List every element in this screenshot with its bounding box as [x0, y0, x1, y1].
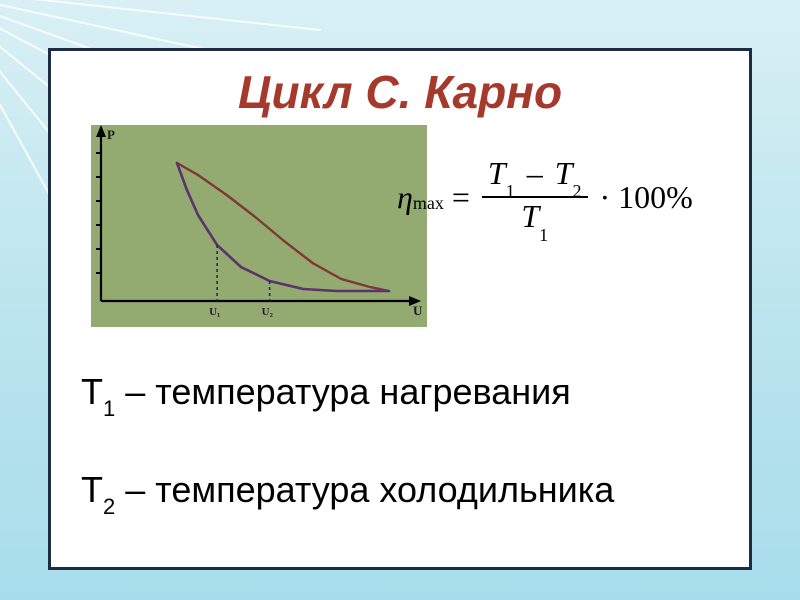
numerator: T1 – T2: [482, 155, 588, 196]
multiply-dot: ·: [592, 179, 615, 216]
svg-text:P: P: [107, 127, 115, 142]
eta-subscript: max: [413, 193, 444, 214]
slide-title: Цикл С. Карно: [51, 65, 749, 119]
percent: 100%: [618, 179, 693, 216]
svg-text:U₁: U₁: [209, 306, 220, 318]
fraction: T1 – T2 T1: [482, 155, 588, 240]
equals-sign: =: [444, 179, 478, 216]
efficiency-formula: ηmax = T1 – T2 T1 · 100%: [397, 155, 693, 240]
svg-text:U: U: [413, 303, 423, 318]
t2-legend: T2 – температура холодильника: [81, 469, 614, 516]
content-frame: Цикл С. Карно P U U₁ U₂ ηmax = T1 – T2 T1 ·…: [48, 48, 752, 570]
denominator: T1: [515, 198, 554, 239]
eta-symbol: η: [397, 179, 413, 216]
svg-text:U₂: U₂: [262, 306, 274, 318]
carnot-pv-diagram: P U U₁ U₂: [69, 123, 429, 341]
t1-legend: T1 – температура нагревания: [81, 371, 571, 418]
